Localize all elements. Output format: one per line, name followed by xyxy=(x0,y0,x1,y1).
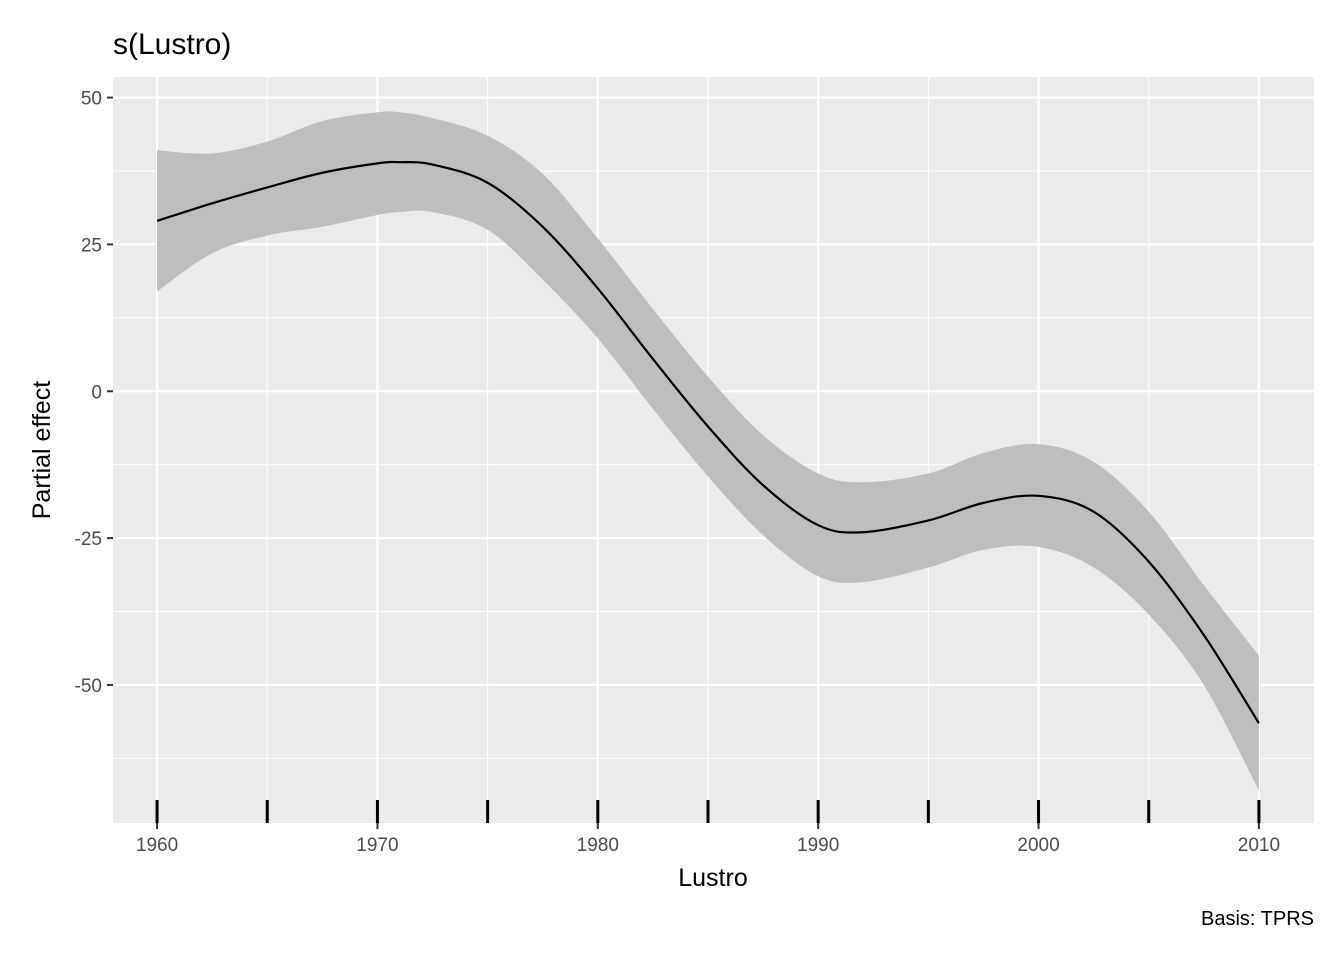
y-tick-label: 25 xyxy=(81,235,102,256)
x-axis-title: Lustro xyxy=(678,864,747,892)
x-axis: 1960 1970 1980 1990 2000 2010 xyxy=(136,823,1280,856)
y-tick-label: -50 xyxy=(75,676,102,697)
x-tick-label: 1970 xyxy=(356,835,398,856)
x-tick-label: 1960 xyxy=(136,835,178,856)
chart-title: s(Lustro) xyxy=(113,28,231,61)
rug-marks xyxy=(155,800,1261,823)
x-tick-label: 2010 xyxy=(1238,835,1280,856)
caption: Basis: TPRS xyxy=(1201,908,1314,930)
y-tick-label: 0 xyxy=(91,382,102,403)
x-tick-label: 2000 xyxy=(1017,835,1059,856)
y-axis-title: Partial effect xyxy=(28,381,56,520)
y-tick-label: 50 xyxy=(81,89,102,110)
x-tick-label: 1980 xyxy=(577,835,619,856)
y-axis: 50 25 0 -25 -50 xyxy=(75,89,113,697)
x-tick-label: 1990 xyxy=(797,835,839,856)
y-tick-label: -25 xyxy=(75,529,102,550)
partial-effect-line xyxy=(156,160,1260,724)
confidence-band xyxy=(157,111,1259,791)
